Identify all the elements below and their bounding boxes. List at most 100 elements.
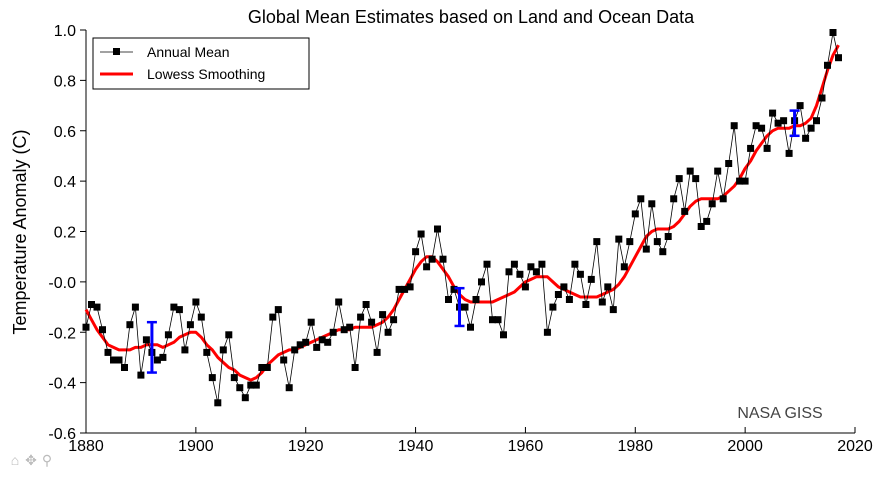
annual-mean-point — [131, 303, 139, 311]
y-tick-label: 0.4 — [54, 174, 76, 191]
annual-mean-point — [175, 306, 183, 314]
annual-mean-point — [472, 296, 480, 303]
annual-mean-point — [203, 348, 211, 356]
x-tick-label: 1900 — [178, 438, 214, 455]
home-icon[interactable]: ⌂ — [10, 452, 20, 468]
annual-mean-point — [417, 230, 425, 238]
annual-mean-point — [329, 328, 337, 336]
annual-mean-point — [121, 364, 128, 371]
annual-mean-point — [560, 283, 568, 291]
annual-mean-point — [818, 94, 826, 102]
annual-mean-point — [153, 356, 161, 364]
x-tick-label: 1960 — [508, 438, 544, 455]
annual-mean-point — [813, 117, 820, 125]
annual-mean-point — [252, 381, 260, 389]
annual-mean-point — [758, 124, 766, 132]
annual-mean-point — [500, 331, 507, 339]
annual-mean-point — [796, 102, 804, 110]
annual-mean-point — [824, 61, 831, 69]
annual-mean-point — [620, 263, 628, 271]
annual-mean-point — [82, 323, 90, 331]
annual-mean-point — [110, 356, 117, 364]
annual-mean-point — [516, 270, 524, 278]
annual-mean-point — [670, 195, 678, 203]
annual-mean-point — [93, 303, 101, 311]
annual-mean-point — [137, 371, 145, 379]
annual-mean-point — [725, 160, 733, 167]
annual-mean-point — [230, 374, 238, 382]
annual-mean-point — [494, 316, 502, 324]
annual-mean-point — [527, 263, 535, 271]
annual-mean-point — [241, 394, 249, 402]
y-axis-label: Temperature Anomaly (C) — [10, 129, 30, 334]
annual-mean-point — [505, 268, 513, 276]
annual-mean-point — [598, 298, 606, 306]
annual-mean-point — [434, 225, 441, 233]
annual-mean-point — [664, 233, 672, 240]
annual-mean-point — [395, 285, 403, 293]
annual-mean-point — [802, 134, 810, 142]
annual-mean-point — [280, 356, 288, 364]
annual-mean-point — [510, 260, 518, 268]
annual-mean-point — [829, 29, 837, 36]
annual-mean-point — [390, 316, 398, 324]
annual-mean-point — [571, 260, 579, 268]
legend-annual-marker — [113, 48, 120, 55]
annual-mean-point — [428, 255, 436, 263]
annual-mean-point — [104, 348, 112, 356]
annual-mean-point — [478, 278, 485, 286]
annual-mean-point — [115, 356, 123, 364]
y-tick-label: 0.2 — [54, 225, 76, 242]
ticks: 1880 1900 1920 1940 1960 1980 2000 2020 -0.6 -0.4… — [48, 23, 872, 455]
annual-mean-point — [730, 122, 738, 130]
annual-mean-point — [296, 341, 304, 349]
annual-mean-point — [307, 318, 315, 326]
annual-mean-point — [439, 255, 447, 263]
annual-mean-point — [351, 364, 359, 371]
zoom-icon[interactable]: ⚲ — [41, 452, 53, 468]
pan-icon[interactable]: ✥ — [25, 452, 37, 468]
annual-mean-point — [186, 321, 194, 329]
annual-mean-point — [752, 122, 760, 130]
annual-mean-point — [346, 323, 354, 331]
annual-mean-point — [714, 167, 722, 175]
annual-mean-point — [736, 177, 744, 185]
annual-mean-point — [291, 346, 299, 354]
annual-mean-point — [225, 331, 233, 339]
annual-mean-point — [236, 384, 244, 392]
annual-mean-point — [593, 238, 601, 246]
annual-mean-point — [99, 326, 106, 334]
annual-mean-point — [521, 283, 529, 291]
x-tick-label: 1920 — [288, 438, 324, 455]
annual-mean-point — [785, 149, 793, 157]
annual-mean-point — [379, 311, 387, 319]
annual-mean-point — [769, 109, 777, 117]
annual-mean-point — [835, 54, 842, 62]
annual-mean-point — [340, 326, 348, 334]
annual-mean-point — [313, 343, 321, 351]
annual-mean-point — [318, 336, 326, 344]
legend-box — [92, 37, 310, 90]
annual-mean-point — [258, 364, 266, 371]
annual-mean-point — [164, 331, 172, 339]
lowess-series — [84, 44, 840, 382]
annual-mean-point — [214, 399, 222, 407]
y-tick-label: -0.0 — [48, 275, 76, 292]
annual-mean-point — [362, 301, 370, 308]
annual-mean-point — [604, 283, 612, 291]
annual-mean-point — [549, 303, 557, 311]
annual-mean-point — [263, 364, 271, 371]
annual-mean-point — [285, 384, 293, 392]
annual-mean-point — [675, 175, 683, 183]
annual-mean-point — [631, 210, 639, 218]
annual-mean-point — [219, 346, 227, 354]
annual-mean-point — [609, 306, 617, 314]
annual-mean-point — [450, 285, 458, 293]
axes — [85, 30, 855, 434]
annual-mean-point — [274, 306, 282, 314]
legend-lowess-label: Lowess Smoothing — [147, 66, 265, 82]
annual-mean-point — [483, 260, 491, 268]
annual-mean-point — [741, 177, 749, 185]
y-tick-label: -0.2 — [48, 325, 76, 342]
